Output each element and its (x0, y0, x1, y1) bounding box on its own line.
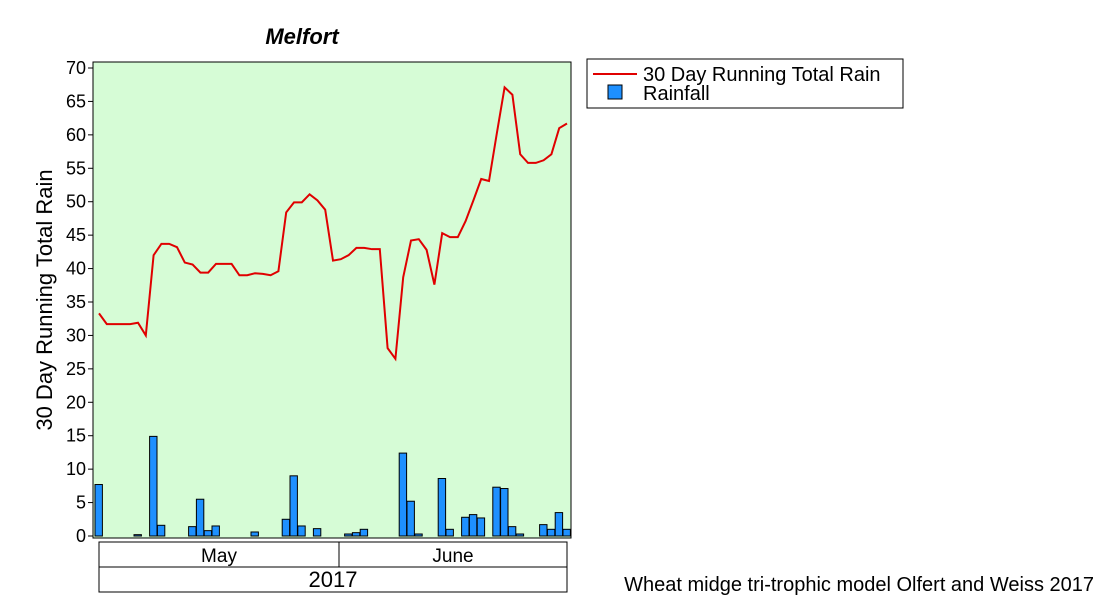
rainfall-bar (351, 532, 361, 537)
month-row-box (98, 541, 568, 568)
rainfall-bar (312, 528, 322, 537)
rainfall-bar (398, 452, 408, 537)
rainfall-bar (203, 530, 213, 537)
rainfall-bars (94, 435, 571, 537)
rainfall-bar (461, 516, 470, 537)
legend-bar-label: Rainfall (643, 83, 710, 105)
y-tick-label: 0 (76, 526, 86, 546)
y-tick-label: 20 (66, 392, 86, 412)
y-tick-label: 70 (66, 58, 86, 78)
rainfall-bar (492, 486, 501, 537)
legend-box (586, 58, 904, 109)
running-total-line (98, 85, 568, 362)
rainfall-bar (195, 498, 205, 537)
y-tick-label: 5 (76, 493, 86, 513)
plot-area (92, 61, 572, 539)
y-tick-label: 25 (66, 359, 86, 379)
month-label-june: June (432, 546, 473, 567)
rainfall-bar (289, 475, 298, 537)
rainfall-bar (468, 514, 478, 537)
month-label-may: May (201, 546, 237, 567)
rainfall-bar (94, 484, 103, 537)
y-tick-label: 60 (66, 125, 86, 145)
rainfall-bar (437, 478, 447, 537)
model-credit: Wheat midge tri-trophic model Olfert and… (624, 574, 1094, 596)
rainfall-bar (515, 533, 525, 537)
y-tick-label: 10 (66, 459, 86, 479)
rainfall-bar (188, 526, 197, 537)
rainfall-bar (156, 524, 166, 537)
y-tick-label: 50 (66, 192, 86, 212)
legend: 30 Day Running Total Rain Rainfall (586, 58, 904, 109)
rainfall-bar (414, 533, 423, 537)
rainfall-bar (211, 525, 220, 537)
y-tick-label: 65 (66, 91, 86, 111)
year-label: 2017 (309, 567, 358, 592)
legend-line-label: 30 Day Running Total Rain (643, 64, 881, 86)
year-row-box (98, 566, 568, 593)
y-tick-label: 15 (66, 426, 86, 446)
rainfall-bar (250, 531, 259, 537)
rainfall-bar (562, 528, 571, 537)
rainfall-bar (507, 526, 517, 537)
y-tick-label: 40 (66, 259, 86, 279)
rainfall-bar (539, 524, 548, 537)
rainfall-bar (500, 488, 509, 537)
rainfall-bar (297, 525, 306, 537)
rainfall-bar (476, 517, 486, 537)
x-axis-month-table: May June 2017 (98, 541, 568, 593)
rainfall-bar (133, 534, 142, 537)
y-tick-label: 45 (66, 225, 86, 245)
legend-bar-swatch (607, 84, 623, 100)
rainfall-bar (546, 528, 556, 537)
y-tick-label: 30 (66, 325, 86, 345)
rainfall-bar (359, 528, 369, 537)
y-tick-label: 55 (66, 158, 86, 178)
y-axis: 0 5 10 15 20 25 30 35 40 45 50 55 60 65 70 (66, 58, 93, 546)
rainfall-bar (554, 512, 564, 537)
rainfall-bar (406, 500, 415, 537)
rainfall-bar (149, 435, 158, 537)
y-axis-title: 30 Day Running Total Rain (32, 169, 57, 430)
rainfall-bar (445, 528, 454, 537)
rainfall-bar (344, 533, 353, 537)
rainfall-bar (281, 518, 291, 537)
y-tick-label: 35 (66, 292, 86, 312)
chart-title: Melfort (265, 24, 340, 49)
